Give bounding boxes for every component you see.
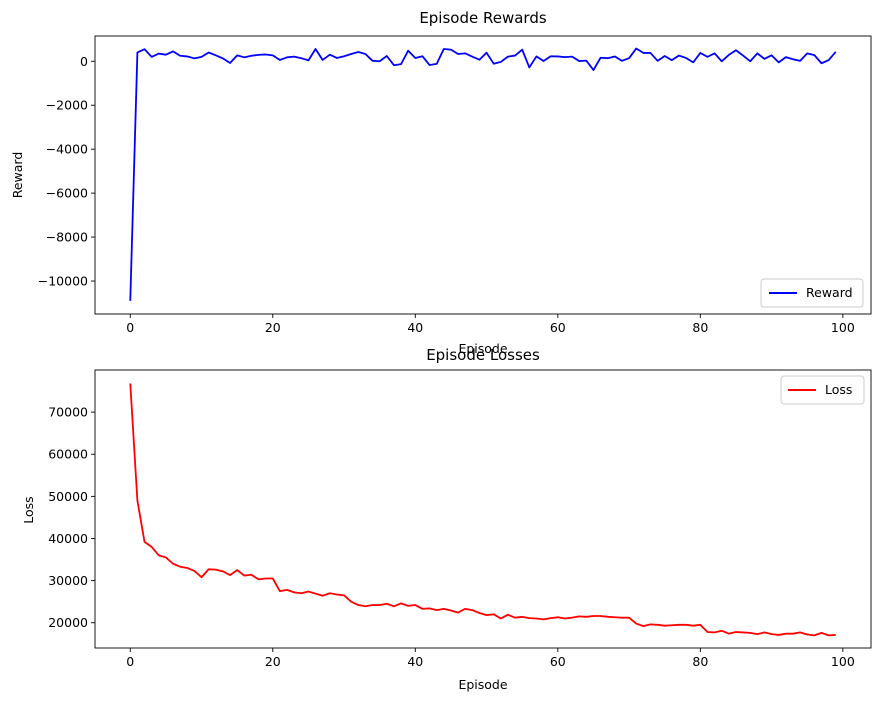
losses-x-tick-label: 100 bbox=[831, 654, 855, 669]
rewards-legend: Reward bbox=[760, 278, 864, 308]
rewards-y-label: Reward bbox=[10, 152, 25, 199]
rewards-legend-label: Reward bbox=[806, 285, 853, 300]
rewards-title: Episode Rewards bbox=[419, 9, 547, 27]
rewards-x-tick-label: 40 bbox=[407, 320, 423, 335]
rewards-x-tick-label: 20 bbox=[265, 320, 281, 335]
losses-legend-box bbox=[780, 375, 865, 405]
rewards-axes-frame bbox=[94, 35, 872, 315]
rewards-plot-area bbox=[129, 47, 837, 301]
losses-y-tick-label: 50000 bbox=[48, 489, 88, 504]
losses-y-tick-label: 40000 bbox=[48, 531, 88, 546]
rewards-y-tick-label: 0 bbox=[80, 54, 88, 69]
losses-title: Episode Losses bbox=[426, 346, 540, 364]
rewards-x-tick-label: 100 bbox=[831, 320, 855, 335]
rewards-y-tick-label: −4000 bbox=[46, 142, 88, 157]
rewards-x-tick-label: 0 bbox=[126, 320, 134, 335]
rewards-y-tick-label: −6000 bbox=[46, 186, 88, 201]
losses-y-label: Loss bbox=[21, 496, 36, 523]
rewards-x-tick-label: 80 bbox=[692, 320, 708, 335]
rewards-x-ticks: 0 20 40 60 80 100 bbox=[126, 314, 855, 335]
rewards-y-ticks: −10000 −8000 −6000 −4000 −2000 0 bbox=[38, 54, 95, 289]
losses-x-tick-label: 20 bbox=[265, 654, 281, 669]
rewards-legend-box bbox=[760, 278, 864, 308]
losses-y-tick-label: 20000 bbox=[48, 615, 88, 630]
rewards-x-label: Episode bbox=[458, 341, 507, 356]
rewards-y-tick-label: −2000 bbox=[46, 98, 88, 113]
losses-legend: Loss bbox=[780, 375, 865, 405]
rewards-y-tick-label: −8000 bbox=[46, 230, 88, 245]
losses-x-label: Episode bbox=[458, 677, 507, 692]
rewards-x-tick-label: 60 bbox=[550, 320, 566, 335]
losses-series-line bbox=[129, 383, 836, 637]
losses-y-ticks: 20000 30000 40000 50000 60000 70000 bbox=[48, 405, 95, 630]
losses-y-tick-label: 60000 bbox=[48, 447, 88, 462]
losses-plot-area bbox=[129, 383, 836, 637]
losses-x-tick-label: 60 bbox=[550, 654, 566, 669]
losses-x-ticks: 0 20 40 60 80 100 bbox=[126, 648, 855, 669]
losses-y-tick-label: 30000 bbox=[48, 573, 88, 588]
rewards-series-line bbox=[129, 47, 837, 301]
losses-y-tick-label: 70000 bbox=[48, 405, 88, 420]
losses-axes-frame bbox=[94, 369, 872, 649]
losses-legend-label: Loss bbox=[825, 382, 852, 397]
rewards-subplot: Episode Rewards 0 20 40 60 80 100 −10000 −8000… bbox=[10, 9, 872, 356]
losses-x-tick-label: 80 bbox=[692, 654, 708, 669]
losses-x-tick-label: 40 bbox=[407, 654, 423, 669]
losses-x-tick-label: 0 bbox=[126, 654, 134, 669]
losses-subplot: Episode Losses 0 20 40 60 80 100 20000 30000 40… bbox=[21, 346, 872, 692]
rewards-y-tick-label: −10000 bbox=[38, 274, 88, 289]
